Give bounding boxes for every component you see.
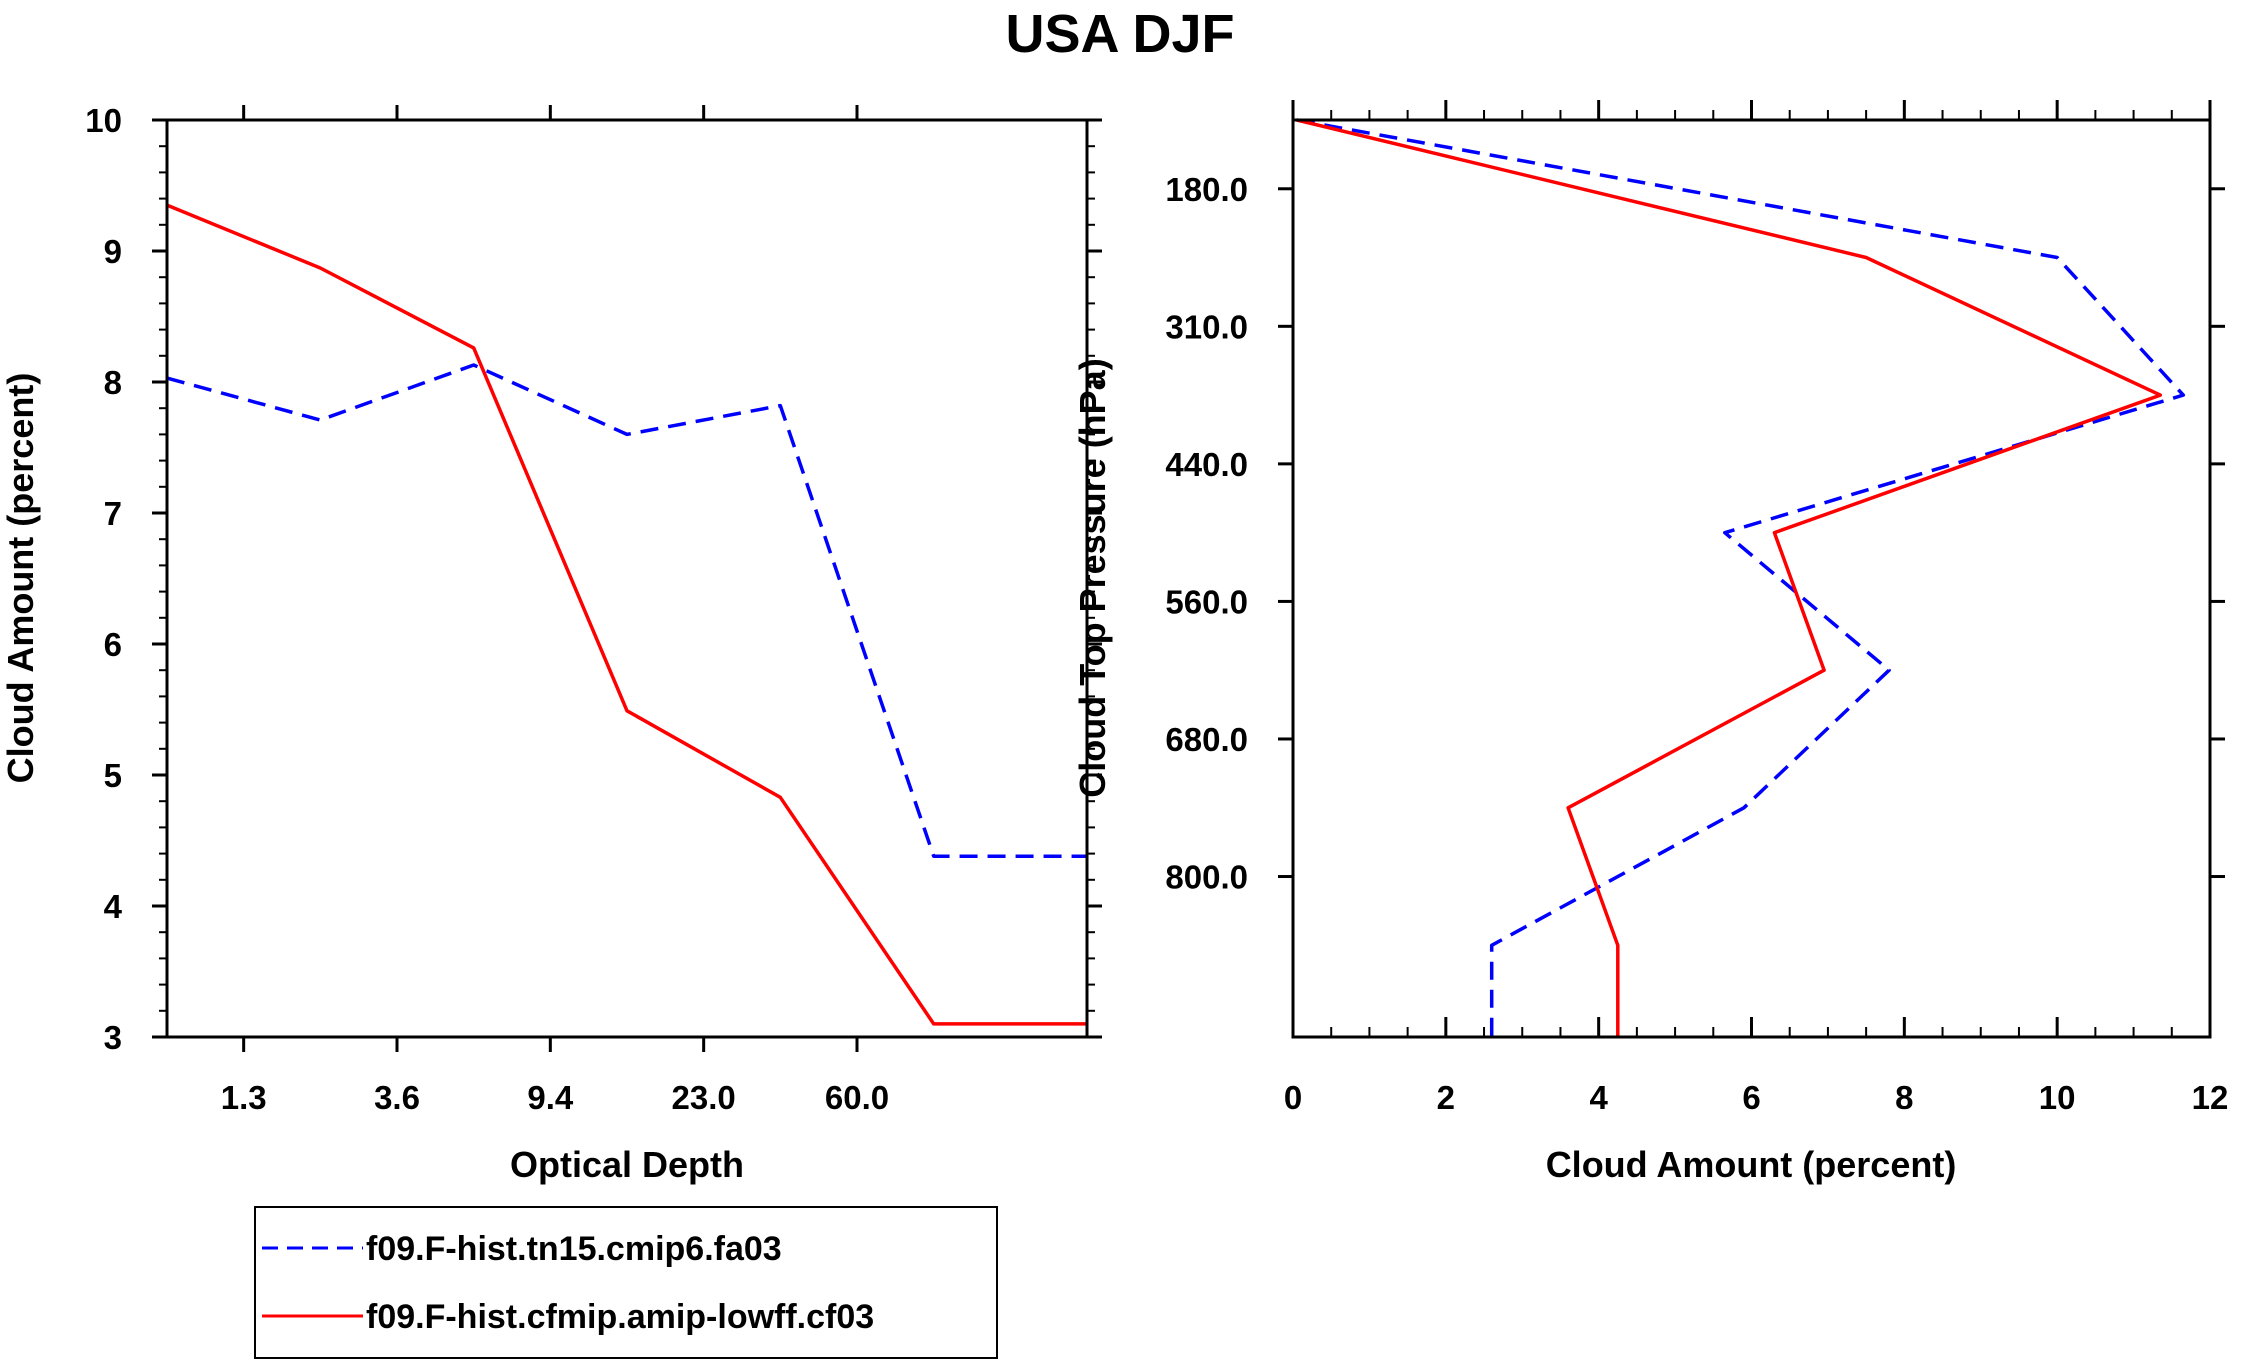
- legend-box: [254, 1206, 998, 1359]
- right-x-tick-label: 8: [1895, 1079, 1913, 1116]
- left-y-tick-label: 4: [104, 888, 123, 925]
- right-series-f09-f-hist-tn15-cmip6-fa03: [1296, 118, 2186, 1037]
- legend: f09.F-hist.tn15.cmip6.fa03 f09.F-hist.cf…: [254, 1206, 998, 1359]
- legend-label-blue: f09.F-hist.tn15.cmip6.fa03: [366, 1230, 782, 1268]
- right-y-tick-label: 440.0: [1165, 446, 1248, 483]
- left-x-tick-label: 60.0: [825, 1079, 889, 1116]
- right-panel: 0 2 4 6 8 10 12180.0310.0440.0560.0680.0800.0 …: [1072, 100, 2228, 1185]
- left-x-tick-label: 9.4: [527, 1079, 574, 1116]
- right-x-tick-label: 2: [1437, 1079, 1455, 1116]
- right-y-tick-label: 680.0: [1165, 721, 1248, 758]
- right-plot-frame: [1291, 118, 2212, 1039]
- left-x-tick-label: 1.3: [221, 1079, 267, 1116]
- right-y-tick-label: 560.0: [1165, 583, 1248, 620]
- right-x-tick-label: 6: [1742, 1079, 1760, 1116]
- left-y-tick-label: 10: [85, 102, 122, 139]
- left-lines: [166, 203, 1087, 1026]
- left-x-tick-label: 3.6: [374, 1079, 420, 1116]
- left-panel: 3 4 5 6 7 8 9 10 1.3 3.6 9.4 23.0 60.0 Optical Depth…: [0, 102, 1102, 1185]
- left-series-f09-f-hist-tn15-cmip6-fa03: [166, 363, 1087, 858]
- left-x-tick-label: 23.0: [672, 1079, 736, 1116]
- right-series-f09-f-hist-cfmip-amip-lowff-cf03: [1296, 118, 2163, 1037]
- left-y-tick-label: 8: [104, 364, 122, 401]
- left-x-axis-label: Optical Depth: [510, 1144, 744, 1185]
- right-y-tick-label: 310.0: [1165, 308, 1248, 345]
- left-y-tick-label: 6: [104, 626, 122, 663]
- right-y-axis-label: Cloud Top Pressure (hPa): [1072, 358, 1113, 797]
- right-x-tick-label: 12: [2192, 1079, 2229, 1116]
- left-plot-frame: [165, 118, 1089, 1039]
- left-y-tick-label: 7: [104, 495, 122, 532]
- left-y-tick-label: 9: [104, 233, 122, 270]
- right-lines: [1296, 118, 2186, 1037]
- right-x-axis-label: Cloud Amount (percent): [1546, 1144, 1957, 1185]
- right-x-tick-label: 0: [1284, 1079, 1302, 1116]
- legend-label-red: f09.F-hist.cfmip.amip-lowff.cf03: [366, 1298, 874, 1336]
- left-series-f09-f-hist-cfmip-amip-lowff-cf03: [166, 203, 1087, 1026]
- left-y-tick-label: 3: [104, 1019, 122, 1056]
- right-y-tick-label: 180.0: [1165, 171, 1248, 208]
- left-y-axis-label: Cloud Amount (percent): [0, 373, 41, 784]
- right-x-tick-label: 10: [2039, 1079, 2076, 1116]
- right-x-tick-label: 4: [1589, 1079, 1608, 1116]
- right-y-tick-label: 800.0: [1165, 859, 1248, 896]
- figure-title: USA DJF: [1005, 4, 1234, 64]
- left-ticks: 3 4 5 6 7 8 9 10 1.3 3.6 9.4 23.0 60.0: [85, 102, 1102, 1116]
- left-y-tick-label: 5: [104, 757, 122, 794]
- right-ticks: 0 2 4 6 8 10 12 180.0 310.0 440.0 560.0 680.0 800.0: [1165, 100, 2228, 1116]
